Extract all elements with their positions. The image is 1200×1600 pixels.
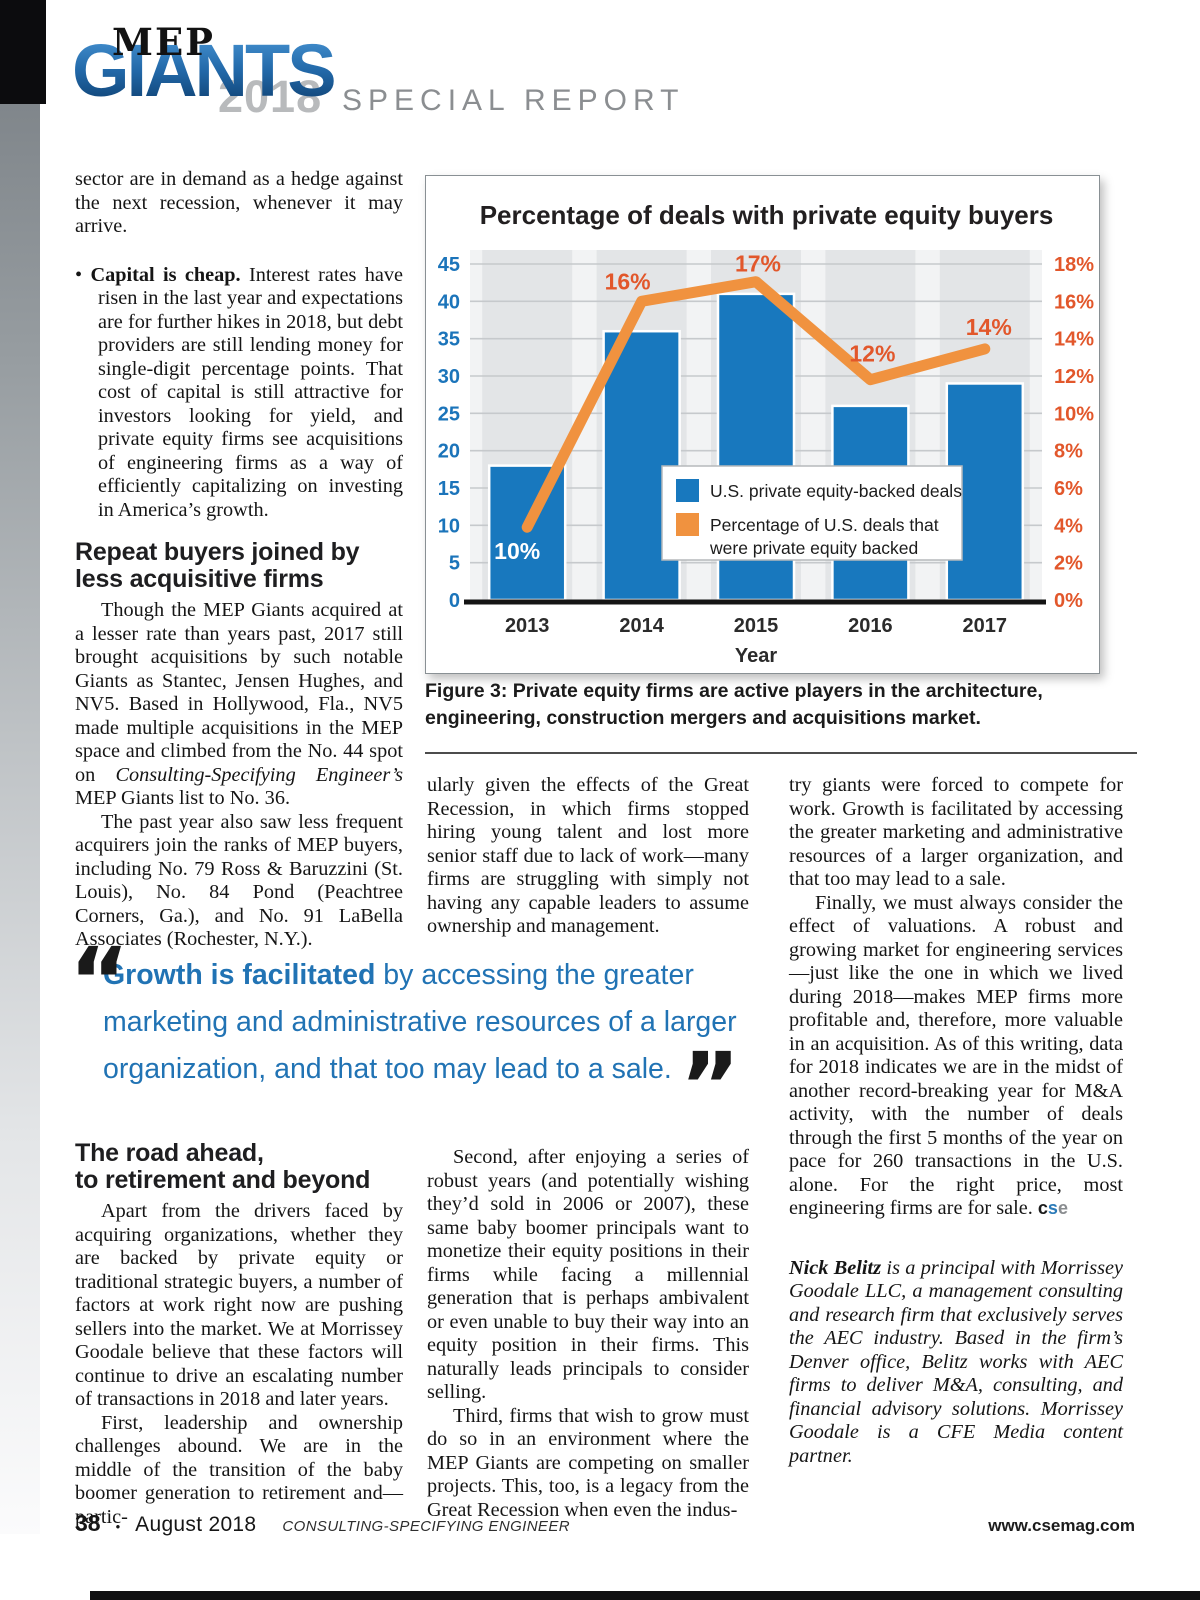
svg-text:Percentage of deals with priva: Percentage of deals with private equity …	[480, 200, 1054, 230]
close-quote-mark: ”	[679, 1033, 741, 1140]
svg-text:12%: 12%	[849, 341, 895, 367]
svg-text:6%: 6%	[1054, 478, 1083, 500]
svg-text:35: 35	[438, 329, 460, 351]
svg-text:Percentage of U.S. deals that: Percentage of U.S. deals that	[710, 515, 939, 535]
svg-text:25: 25	[438, 403, 460, 425]
issue-date: August 2018	[135, 1513, 257, 1536]
page-edge-gradient	[0, 104, 40, 1534]
svg-text:5: 5	[449, 553, 460, 575]
logo-giants-text: GIANTS	[72, 29, 337, 112]
page-footer: 38 • August 2018 CONSULTING-SPECIFYING E…	[75, 1510, 1135, 1537]
website-url: www.csemag.com	[988, 1516, 1135, 1535]
svg-text:10%: 10%	[494, 538, 540, 564]
column-middle-bottom: Second, after enjoying a series of robus…	[427, 1146, 749, 1522]
author-bio: Nick Belitz is a principal with Morrisse…	[789, 1256, 1123, 1467]
figure3-private-equity-chart: 0 5 10 15 20 25 30 35 40 45 0% 2% 4% 6% 8% 10% 12% 14% 16%…	[425, 175, 1100, 674]
svg-text:U.S. private equity-backed dea: U.S. private equity-backed deals	[710, 481, 962, 501]
page-corner-mark	[0, 0, 46, 104]
svg-text:2017: 2017	[963, 615, 1008, 637]
svg-text:Year: Year	[735, 645, 777, 667]
paragraph-continuation: ularly given the effects of the Great Re…	[427, 774, 749, 937]
paragraph: Apart from the drivers faced by acquirin…	[75, 1200, 403, 1410]
section-heading-road-ahead: The road ahead, to retirement and beyond	[75, 1139, 371, 1194]
svg-text:17%: 17%	[735, 251, 781, 277]
logo-year-text: 2018	[218, 74, 322, 119]
page-bottom-rule	[90, 1591, 1200, 1600]
svg-text:14%: 14%	[966, 314, 1012, 340]
column-left-top: sector are in demand as a hedge against …	[75, 168, 403, 952]
svg-text:2015: 2015	[734, 615, 779, 637]
paragraph: The past year also saw less frequent acq…	[75, 810, 403, 951]
figure-caption: Figure 3: Private equity firms are activ…	[425, 680, 1043, 729]
svg-text:12%: 12%	[1054, 366, 1094, 388]
svg-text:4%: 4%	[1054, 515, 1083, 537]
open-quote-mark: “	[69, 928, 130, 1035]
svg-text:0: 0	[449, 590, 460, 612]
pull-quote: “Growth is facilitated by accessing the …	[69, 936, 793, 1133]
svg-text:40: 40	[438, 291, 460, 313]
svg-text:10%: 10%	[1054, 403, 1094, 425]
combo-bar-line-chart: 0 5 10 15 20 25 30 35 40 45 0% 2% 4% 6% 8% 10% 12% 14% 16%…	[438, 200, 1094, 667]
svg-text:16%: 16%	[605, 268, 651, 294]
paragraph-continuation: try giants were forced to compete for wo…	[789, 774, 1123, 890]
page-number: 38	[75, 1510, 101, 1536]
paragraph-with-end-mark: Finally, we must always consider the eff…	[789, 891, 1123, 1220]
column-right: try giants were forced to compete for wo…	[789, 774, 1123, 1468]
section-heading-repeat-buyers: Repeat buyers joined by less acquisitive…	[75, 538, 360, 593]
magazine-name: CONSULTING-SPECIFYING ENGINEER	[282, 1518, 570, 1535]
svg-text:20: 20	[438, 441, 460, 463]
svg-text:15: 15	[438, 478, 460, 500]
svg-text:2014: 2014	[619, 615, 664, 637]
paragraph: First, leadership and ownership challeng…	[75, 1411, 403, 1528]
column-left-bottom: The road ahead, to retirement and beyond…	[75, 1140, 403, 1529]
svg-text:8%: 8%	[1054, 441, 1083, 463]
pull-quote-text: Growth is facilitated by accessing the g…	[103, 959, 737, 1085]
special-report-banner: SPECIAL REPORT	[342, 84, 685, 117]
svg-text:10: 10	[438, 515, 460, 537]
svg-text:2016: 2016	[848, 615, 893, 637]
svg-text:were private equity backed: were private equity backed	[709, 538, 918, 558]
column-middle-top: ularly given the effects of the Great Re…	[427, 774, 749, 939]
bullet-item-capital-is-cheap: • Capital is cheap. Interest rates have …	[75, 263, 403, 521]
svg-text:30: 30	[438, 366, 460, 388]
svg-text:45: 45	[438, 254, 460, 276]
paragraph: Second, after enjoying a series of robus…	[427, 1146, 749, 1403]
svg-text:16%: 16%	[1054, 291, 1094, 313]
paragraph-continuation: sector are in demand as a hedge against …	[75, 168, 403, 237]
footer-separator: •	[115, 1519, 121, 1534]
svg-text:2013: 2013	[505, 615, 550, 637]
paragraph: Though the MEP Giants acquired at a less…	[75, 599, 403, 809]
section-divider-rule	[425, 752, 1137, 754]
logo-mep-text: MEP	[112, 20, 215, 64]
svg-text:18%: 18%	[1054, 254, 1094, 276]
paragraph: Third, firms that wish to grow must do s…	[427, 1404, 749, 1521]
svg-text:0%: 0%	[1054, 590, 1083, 612]
svg-text:2%: 2%	[1054, 553, 1083, 575]
svg-text:14%: 14%	[1054, 329, 1094, 351]
